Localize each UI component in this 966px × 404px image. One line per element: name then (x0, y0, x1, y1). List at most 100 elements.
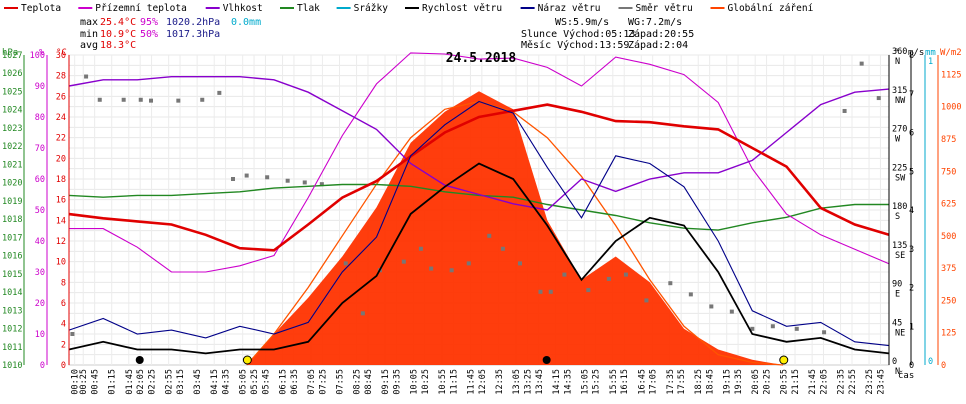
hpa-tick-label: 1024 (2, 106, 22, 116)
wind-dir-point (401, 259, 406, 264)
x-tick-label: 14:35 (563, 369, 573, 395)
x-tick-label: 15:05 (580, 369, 590, 395)
legend-label: Náraz větru (538, 3, 601, 14)
wind-dir-point (750, 326, 755, 331)
sunrise-marker (242, 355, 252, 365)
sunset-marker (779, 355, 789, 365)
temp-tick-label: 24 (56, 113, 66, 123)
x-tick-label: 23:25 (865, 369, 875, 395)
temp-tick-label: 12 (56, 237, 66, 247)
hpa-tick-label: 1019 (2, 197, 22, 207)
wind-dir-point (343, 261, 348, 266)
info-wg: WG:7.2m/s (628, 17, 682, 28)
x-tick-label: 04:15 (210, 369, 220, 395)
x-tick-label: 20:25 (763, 369, 773, 395)
wind-dir-point (688, 292, 693, 297)
pct-tick-label: 90 (35, 82, 45, 92)
dir-tick-label: 135 (892, 241, 907, 251)
pct-tick-label: 100 (30, 51, 45, 61)
hpa-tick-label: 1025 (2, 87, 22, 97)
temp-tick-label: 22 (56, 134, 66, 144)
x-tick-label: 23:45 (877, 369, 887, 395)
hpa-tick-label: 1012 (2, 325, 22, 335)
pct-tick-label: 10 (35, 330, 45, 340)
stat-rain: 0.0mm (231, 17, 261, 28)
x-tick-label: 11:15 (449, 369, 459, 395)
wind-dir-point (449, 268, 454, 273)
x-tick-label: 00:10 (71, 369, 81, 395)
x-tick-label: 00:25 (79, 369, 89, 395)
dir-tick-name: N (895, 367, 900, 377)
wind-dir-point (217, 90, 222, 95)
x-tick-label: 14:15 (552, 369, 562, 395)
x-tick-label: 09:35 (392, 369, 402, 395)
info-ws: WS:5.9m/s (555, 17, 609, 28)
x-tick-label: 21:15 (791, 369, 801, 395)
wind-dir-point (668, 281, 673, 286)
ms-tick-label: 2 (909, 284, 914, 294)
stat-max-label: max (80, 17, 98, 28)
pct-tick-label: 80 (35, 113, 45, 123)
pct-tick-label: 60 (35, 175, 45, 185)
legend-label: Globální záření (728, 3, 814, 14)
x-tick-label: 06:35 (290, 369, 300, 395)
x-tick-label: 05:25 (250, 369, 260, 395)
x-tick-label: 22:05 (820, 369, 830, 395)
temp-tick-label: 18 (56, 175, 66, 185)
stat-min-temp: 10.9°C (100, 29, 136, 40)
x-tick-label: 21:45 (808, 369, 818, 395)
dir-tick-label: 270 (892, 125, 907, 135)
temp-tick-label: 8 (61, 278, 66, 288)
x-tick-label: 00:45 (91, 369, 101, 395)
x-tick-label: 19:35 (734, 369, 744, 395)
ms-tick-label: 0 (909, 361, 914, 371)
dir-tick-label: 360 (892, 47, 907, 57)
x-tick-label: 01:45 (125, 369, 135, 395)
x-tick-label: 01:15 (108, 369, 118, 395)
temp-tick-label: 0 (61, 361, 66, 371)
dir-tick-name: S (895, 212, 900, 222)
x-tick-label: 12:35 (495, 369, 505, 395)
wind-dir-point (487, 233, 492, 238)
dir-tick-label: 45 (892, 318, 902, 328)
wind-dir-point (538, 289, 543, 294)
x-tick-label: 13:25 (523, 369, 533, 395)
wind-dir-point (794, 326, 799, 331)
hpa-tick-label: 1022 (2, 142, 22, 152)
legend-label: Směr větru (636, 3, 693, 14)
hpa-tick-label: 1013 (2, 306, 22, 316)
x-tick-label: 22:35 (837, 369, 847, 395)
x-tick-label: 02:55 (165, 369, 175, 395)
wind-dir-point (709, 304, 714, 309)
wind-dir-point (149, 98, 153, 103)
stat-min-press: 1017.3hPa (166, 29, 220, 40)
hpa-tick-label: 1017 (2, 233, 22, 243)
wm2-tick-label: 1125 (941, 70, 961, 80)
temp-axis-unit: °C (56, 48, 67, 58)
stat-max-hum: 95% (140, 17, 158, 28)
pct-tick-label: 40 (35, 237, 45, 247)
dir-tick-name: SW (895, 173, 906, 183)
dir-tick-label: 315 (892, 86, 907, 96)
dir-axis-unit: ° (894, 48, 899, 58)
info-moon: Měsíc Východ:13:59 (521, 39, 629, 51)
wind-dir-point (244, 173, 249, 178)
stat-max-temp: 25.4°C (100, 17, 136, 28)
x-tick-label: 13:45 (535, 369, 545, 395)
hpa-tick-label: 1014 (2, 288, 22, 298)
x-tick-label: 17:35 (666, 369, 676, 395)
dir-tick-name: NE (895, 328, 905, 338)
ms-tick-label: 4 (909, 206, 914, 216)
pct-tick-label: 30 (35, 268, 45, 278)
dir-tick-label: 90 (892, 280, 902, 290)
wind-dir-point (548, 289, 553, 294)
temp-tick-label: 6 (61, 299, 66, 309)
dir-tick-name: W (895, 135, 901, 145)
wind-dir-point (418, 246, 423, 251)
x-tick-label: 09:15 (381, 369, 391, 395)
x-tick-label: 19:15 (723, 369, 733, 395)
x-tick-label: 03:45 (193, 369, 203, 395)
x-tick-label: 16:45 (637, 369, 647, 395)
